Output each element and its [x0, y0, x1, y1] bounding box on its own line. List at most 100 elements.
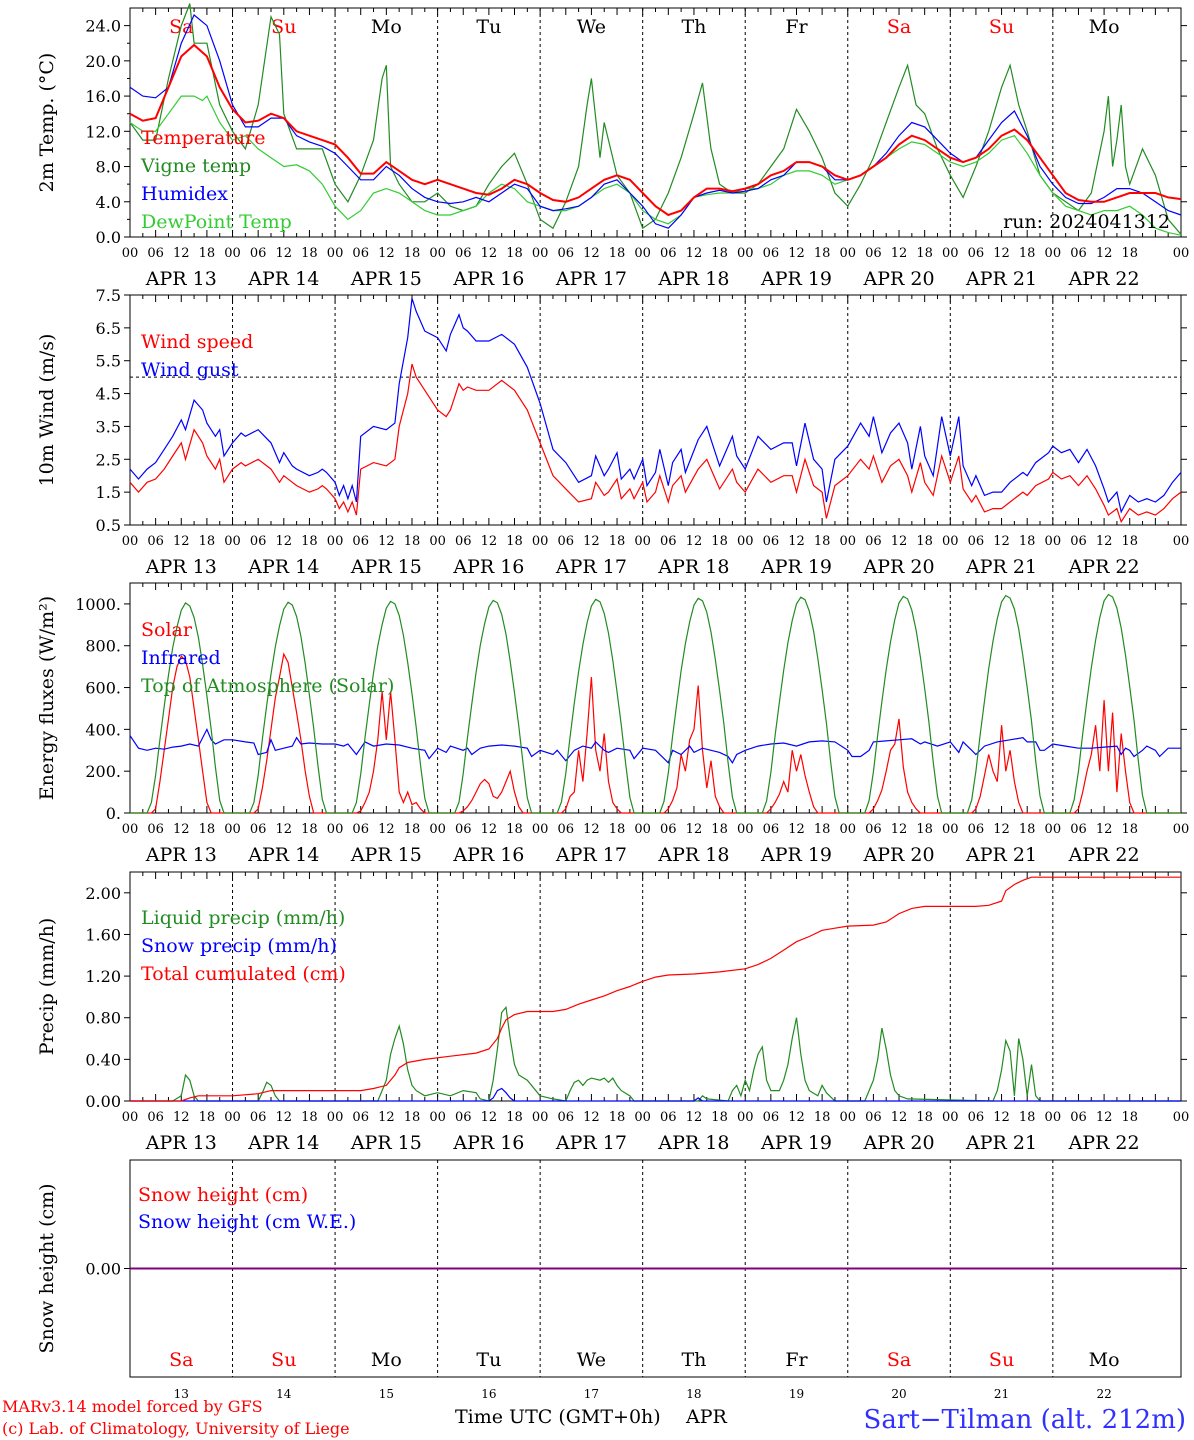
y-tick-label: 2.5 [96, 450, 121, 469]
y-tick-label: 200. [85, 762, 121, 781]
day-abbr-mo: Mo [1089, 1349, 1120, 1371]
date-label: APR 22 [1068, 1132, 1140, 1154]
hour-label: 18 [1019, 246, 1036, 261]
panels: 0.0 4.0 8.0 12.0 16.0 20.0 24.0 2m Temp. (°C) Sa… [36, 3, 1190, 1401]
hour-label: 12 [173, 534, 190, 549]
day-abbr-su: Su [271, 1349, 296, 1371]
hour-label: 00 [224, 822, 241, 837]
date-label: APR 15 [350, 844, 422, 866]
day-number: 13 [174, 1387, 189, 1401]
date-label: APR 21 [965, 268, 1037, 290]
date-label: APR 17 [555, 268, 627, 290]
date-label: APR 19 [760, 844, 832, 866]
hour-label: 06 [352, 246, 369, 261]
hour-label: 12 [993, 534, 1010, 549]
series-line-humidex [129, 14, 1182, 229]
hour-label: 12 [788, 534, 805, 549]
date-label: APR 15 [350, 268, 422, 290]
hour-label: 00 [532, 1110, 549, 1125]
hour-label: 18 [814, 246, 831, 261]
y-axis-label: Precip (mm/h) [36, 918, 58, 1056]
hour-label: 18 [711, 1110, 728, 1125]
y-axis-label: 2m Temp. (°C) [36, 53, 58, 193]
day-abbr-mo: Mo [1089, 16, 1120, 38]
hour-label: 00 [532, 246, 549, 261]
series-line-wind-gust [129, 298, 1182, 514]
day-abbr-fr: Fr [785, 1349, 808, 1371]
legend-infrared: Infrared [141, 647, 221, 669]
day-abbr-mo: Mo [371, 1349, 402, 1371]
date-label: APR 18 [657, 556, 729, 578]
date-label: APR 16 [452, 1132, 524, 1154]
y-tick-label: 0.40 [85, 1050, 121, 1069]
date-label: APR 18 [657, 1132, 729, 1154]
hour-label: 06 [968, 246, 985, 261]
hour-label: 06 [660, 822, 677, 837]
hour-label: 00 [122, 1110, 139, 1125]
day-abbr-sa: Sa [887, 1349, 911, 1371]
y-tick-label: 1.5 [96, 483, 121, 502]
hour-label: 06 [455, 822, 472, 837]
hour-label: 00 [327, 1110, 344, 1125]
y-tick-label: 0.00 [85, 1092, 121, 1111]
hour-label: 18 [814, 822, 831, 837]
day-abbr-sa: Sa [169, 1349, 193, 1371]
hour-label: 00 [1045, 1110, 1062, 1125]
hour-label: 18 [916, 822, 933, 837]
hour-label: 18 [199, 1110, 216, 1125]
hour-label: 00 [737, 534, 754, 549]
hour-label: 18 [199, 246, 216, 261]
hour-label: 00 [122, 246, 139, 261]
hour-label: 12 [378, 822, 395, 837]
y-tick-label: 5.5 [96, 352, 121, 371]
day-abbr-we: We [577, 16, 606, 38]
date-label: APR 13 [145, 844, 217, 866]
hour-label: 18 [609, 822, 626, 837]
series-line-total-cumulated-cm- [130, 876, 1181, 1102]
hour-label: 12 [993, 1110, 1010, 1125]
hour-label: 12 [1096, 246, 1113, 261]
day-number: 19 [789, 1387, 804, 1401]
hour-label: 18 [506, 534, 523, 549]
series-line-snow-precip-mm-h- [130, 1087, 1181, 1102]
y-tick-label: 0.00 [85, 1260, 121, 1279]
date-label: APR 13 [145, 1132, 217, 1154]
hour-label: 06 [865, 246, 882, 261]
day-abbr-th: Th [681, 16, 706, 38]
hour-label: 12 [686, 822, 703, 837]
day-abbr-sa: Sa [887, 16, 911, 38]
date-label: APR 18 [657, 844, 729, 866]
hour-label: 12 [276, 534, 293, 549]
hour-label: 18 [609, 534, 626, 549]
hour-label: 06 [1070, 1110, 1087, 1125]
date-label: APR 20 [863, 844, 935, 866]
hour-label: 06 [1070, 534, 1087, 549]
legend-temperature: Temperature [141, 127, 265, 149]
hour-label: 18 [1019, 1110, 1036, 1125]
legend-snow-precip-mm-h-: Snow precip (mm/h) [141, 935, 337, 957]
date-label: APR 19 [760, 268, 832, 290]
date-label: APR 14 [247, 268, 319, 290]
hour-label: 00 [634, 246, 651, 261]
hour-label: 00 [1173, 246, 1190, 261]
legend-top-of-atmosphere-solar-: Top of Atmosphere (Solar) [141, 675, 394, 697]
hour-label: 06 [660, 246, 677, 261]
panel-precip: 0.00 0.40 0.80 1.20 1.60 2.00 Precip (mm/h) Liq… [36, 871, 1189, 1154]
plot-frame [129, 582, 1182, 814]
hour-label: 06 [250, 822, 267, 837]
day-abbr-we: We [577, 1349, 606, 1371]
hour-label: 00 [1045, 534, 1062, 549]
hour-label: 12 [788, 822, 805, 837]
y-tick-label: 24.0 [85, 17, 121, 36]
hour-label: 00 [1045, 246, 1062, 261]
hour-label: 18 [814, 1110, 831, 1125]
hour-label: 18 [404, 1110, 421, 1125]
hour-label: 00 [327, 822, 344, 837]
series-line-solar [130, 652, 1181, 814]
hour-label: 06 [558, 822, 575, 837]
hour-label: 18 [301, 822, 318, 837]
hour-label: 12 [481, 822, 498, 837]
hour-label: 06 [763, 822, 780, 837]
hour-label: 00 [429, 1110, 446, 1125]
hour-label: 12 [891, 822, 908, 837]
